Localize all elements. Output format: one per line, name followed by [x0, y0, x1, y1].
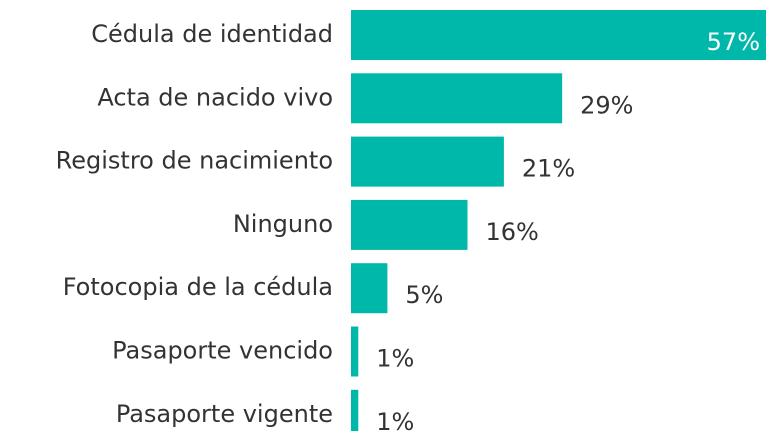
bar [351, 136, 504, 187]
category-label: Registro de nacimiento [56, 147, 333, 175]
value-label: 16% [485, 218, 538, 246]
bar [351, 10, 766, 60]
bar [351, 326, 359, 377]
value-label: 1% [376, 345, 414, 373]
value-label: 57% [707, 28, 760, 56]
bar [351, 263, 388, 314]
bar [351, 73, 563, 124]
bar [351, 199, 468, 250]
value-label: 29% [580, 91, 633, 119]
category-label: Acta de nacido vivo [97, 83, 333, 111]
value-label: 5% [405, 281, 443, 309]
category-label: Pasaporte vigente [116, 400, 333, 428]
category-label: Pasaporte vencido [112, 337, 333, 365]
category-label: Cédula de identidad [91, 20, 333, 48]
bar [351, 389, 359, 431]
value-label: 21% [522, 155, 575, 183]
category-label: Fotocopia de la cédula [63, 273, 333, 301]
value-label: 1% [376, 408, 414, 431]
category-label: Ninguno [233, 210, 333, 238]
